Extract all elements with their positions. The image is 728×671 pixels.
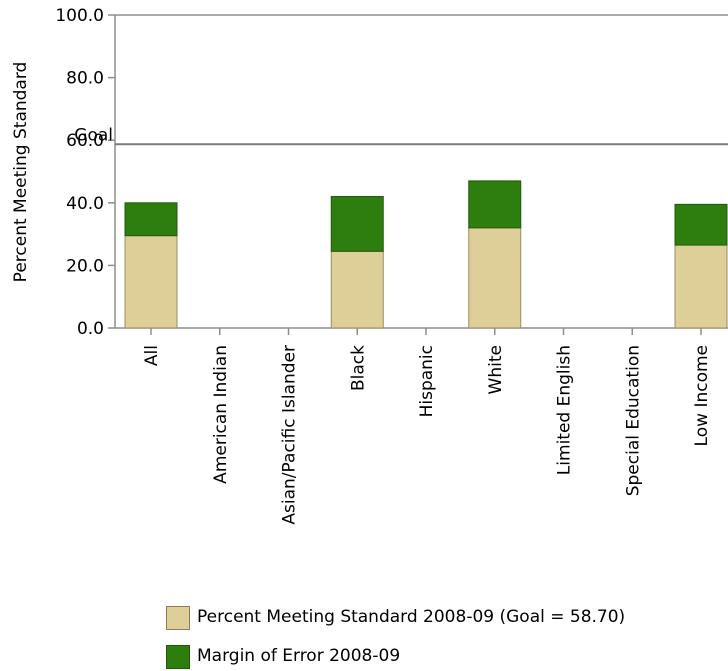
x-tick-labels: All American Indian Asian/Pacific Islander… <box>142 345 712 525</box>
x-tick-label-american-indian: American Indian <box>211 345 231 484</box>
legend-swatch-margin <box>166 645 190 669</box>
x-tick-label-low-income: Low Income <box>692 345 712 446</box>
axes: 0.0 20.0 40.0 60.0 80.0 100.0 Goal <box>55 6 728 339</box>
legend-label-percent: Percent Meeting Standard 2008-09 (Goal =… <box>197 607 626 627</box>
bar-all-margin <box>124 202 178 237</box>
goal-label: Goal <box>74 125 113 145</box>
x-tick-label-all: All <box>142 345 162 366</box>
y-tick-label: 100.0 <box>55 6 104 26</box>
bars <box>124 180 728 329</box>
bar-all-percent <box>124 235 178 329</box>
bar-black-margin <box>330 196 384 252</box>
bar-black-percent <box>330 250 384 329</box>
y-tick-label: 40.0 <box>66 194 104 214</box>
x-tick-label-hispanic: Hispanic <box>417 345 437 417</box>
legend-label-margin: Margin of Error 2008-09 <box>197 646 401 666</box>
x-tick-label-black: Black <box>348 345 368 391</box>
x-tick-label-asian-pacific-islander: Asian/Pacific Islander <box>280 345 300 525</box>
bar-white-margin <box>468 180 522 229</box>
y-tick-label: 20.0 <box>66 256 104 276</box>
y-tick-label: 60.0 <box>66 131 104 151</box>
y-tick-label: 0.0 <box>77 319 104 339</box>
legend-swatch-percent <box>166 606 190 630</box>
y-axis-label: Percent Meeting Standard <box>11 62 31 283</box>
bar-low-income-percent <box>674 244 728 329</box>
y-tick-label: 80.0 <box>66 69 104 89</box>
bar-white-percent <box>468 227 522 329</box>
bar-low-income-margin <box>674 203 728 246</box>
x-tick-label-white: White <box>486 345 506 394</box>
x-tick-label-limited-english: Limited English <box>555 345 575 475</box>
x-tick-label-special-education: Special Education <box>623 345 643 496</box>
